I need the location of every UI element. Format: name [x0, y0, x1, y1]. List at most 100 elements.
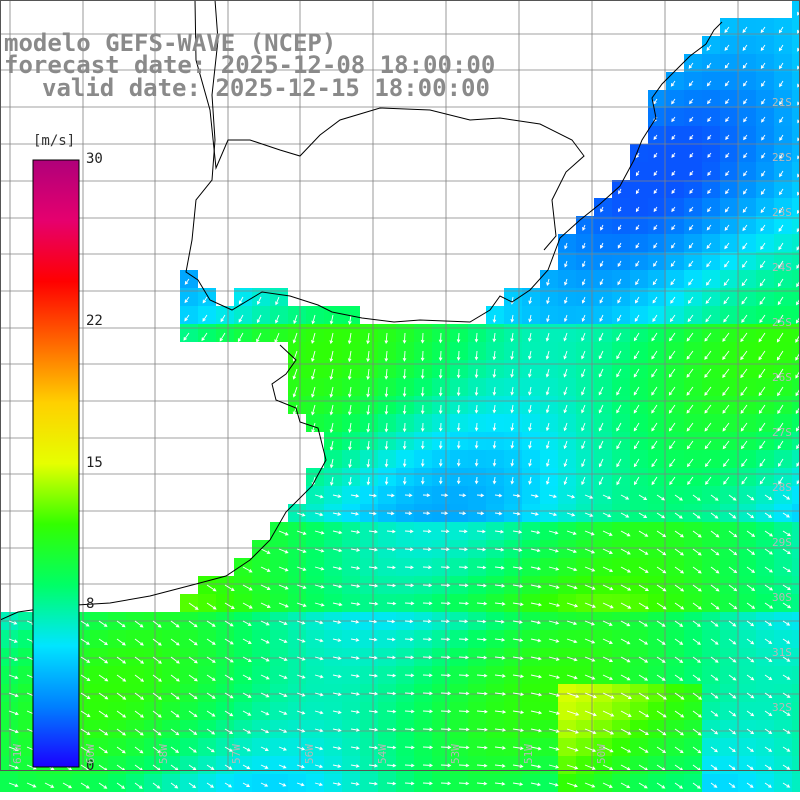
wind-arrow: [314, 548, 325, 553]
wind-arrow: [224, 782, 233, 788]
wind-direction-arrows: [8, 9, 800, 789]
wind-arrow: [746, 782, 754, 788]
wind-arrow: [296, 728, 306, 733]
wind-arrow: [296, 530, 307, 535]
wind-arrow: [563, 404, 568, 414]
wind-arrow: [314, 602, 325, 607]
wind-arrow: [458, 637, 469, 642]
wind-arrow: [422, 601, 433, 606]
wind-arrow: [422, 493, 431, 498]
wind-arrow: [384, 350, 389, 362]
wind-arrow: [599, 296, 604, 304]
wind-arrow: [779, 152, 784, 159]
wind-arrow: [386, 529, 396, 534]
wind-arrow: [512, 584, 524, 588]
wind-arrow: [350, 602, 361, 606]
wind-arrow: [386, 547, 396, 552]
wind-arrow: [278, 728, 288, 733]
wind-cell: [792, 702, 800, 720]
wind-arrow: [476, 655, 488, 660]
wind-arrow: [278, 710, 288, 715]
wind-arrow: [686, 368, 694, 378]
wind-arrow: [548, 602, 561, 607]
wind-arrow: [422, 565, 432, 570]
wind-arrow: [634, 314, 640, 322]
wind-arrow: [384, 476, 389, 486]
longitude-label: 51W: [522, 744, 535, 764]
wind-arrow: [674, 602, 685, 610]
wind-arrow: [260, 620, 270, 626]
wind-arrow: [152, 674, 162, 682]
wind-arrow: [404, 781, 415, 786]
wind-arrow: [710, 548, 720, 556]
colorbar-tick-label: 0: [86, 758, 95, 774]
wind-arrow: [582, 224, 586, 231]
wind-arrow: [512, 493, 521, 498]
wind-arrow: [311, 386, 316, 398]
wind-arrow: [707, 98, 712, 105]
wind-arrow: [741, 458, 748, 467]
wind-arrow: [728, 548, 738, 556]
wind-arrow: [134, 782, 143, 789]
wind-arrow: [404, 745, 415, 750]
wind-arrow: [779, 116, 784, 123]
wind-arrow: [347, 386, 352, 398]
wind-arrow: [224, 620, 234, 627]
wind-arrow: [530, 602, 543, 607]
wind-arrow: [616, 368, 622, 378]
wind-arrow: [368, 727, 379, 732]
wind-arrow: [764, 602, 774, 609]
wind-arrow: [404, 511, 413, 516]
wind-arrow: [563, 458, 568, 468]
wind-arrow: [796, 423, 800, 432]
wind-arrow: [581, 278, 586, 286]
wind-arrow: [528, 350, 532, 360]
wind-arrow: [368, 493, 378, 498]
wind-arrow: [8, 710, 19, 716]
wind-arrow: [777, 440, 784, 450]
wind-arrow: [686, 458, 694, 468]
wind-arrow: [292, 332, 298, 344]
wind-arrow: [674, 620, 684, 627]
wind-arrow: [710, 674, 719, 681]
wind-arrow: [725, 170, 730, 177]
wind-arrow: [296, 548, 307, 553]
wind-arrow: [548, 656, 560, 661]
wind-arrow: [671, 152, 676, 158]
wind-arrow: [746, 530, 756, 537]
wind-arrow: [652, 278, 658, 286]
wind-arrow: [704, 404, 712, 414]
wind-arrow: [548, 566, 560, 571]
wind-arrow: [724, 80, 730, 87]
wind-arrow: [728, 620, 737, 627]
wind-arrow: [635, 278, 640, 286]
wind-arrow: [616, 332, 622, 342]
wind-arrow: [347, 350, 352, 363]
wind-cell: [792, 162, 800, 180]
wind-arrow: [692, 620, 701, 627]
wind-arrow: [332, 620, 342, 624]
wind-arrow: [563, 350, 568, 360]
wind-cell: [792, 288, 800, 306]
wind-arrow: [782, 494, 791, 500]
wind-arrow: [184, 278, 190, 285]
wind-arrow: [440, 547, 450, 552]
wind-arrow: [722, 458, 730, 467]
wind-arrow: [492, 314, 497, 324]
wind-arrow: [581, 386, 586, 396]
wind-arrow: [260, 692, 270, 698]
wind-arrow: [566, 728, 579, 734]
wind-arrow: [474, 332, 479, 343]
wind-arrow: [764, 548, 773, 555]
wind-arrow: [548, 494, 558, 499]
wind-arrow: [692, 746, 702, 754]
wind-arrow: [566, 512, 576, 517]
wind-arrow: [278, 692, 288, 697]
wind-arrow: [170, 620, 180, 628]
wind-arrow: [350, 511, 359, 516]
wind-arrow: [494, 602, 506, 606]
wind-arrow: [332, 746, 342, 750]
wind-arrow: [510, 440, 515, 449]
wind-arrow: [725, 134, 730, 141]
